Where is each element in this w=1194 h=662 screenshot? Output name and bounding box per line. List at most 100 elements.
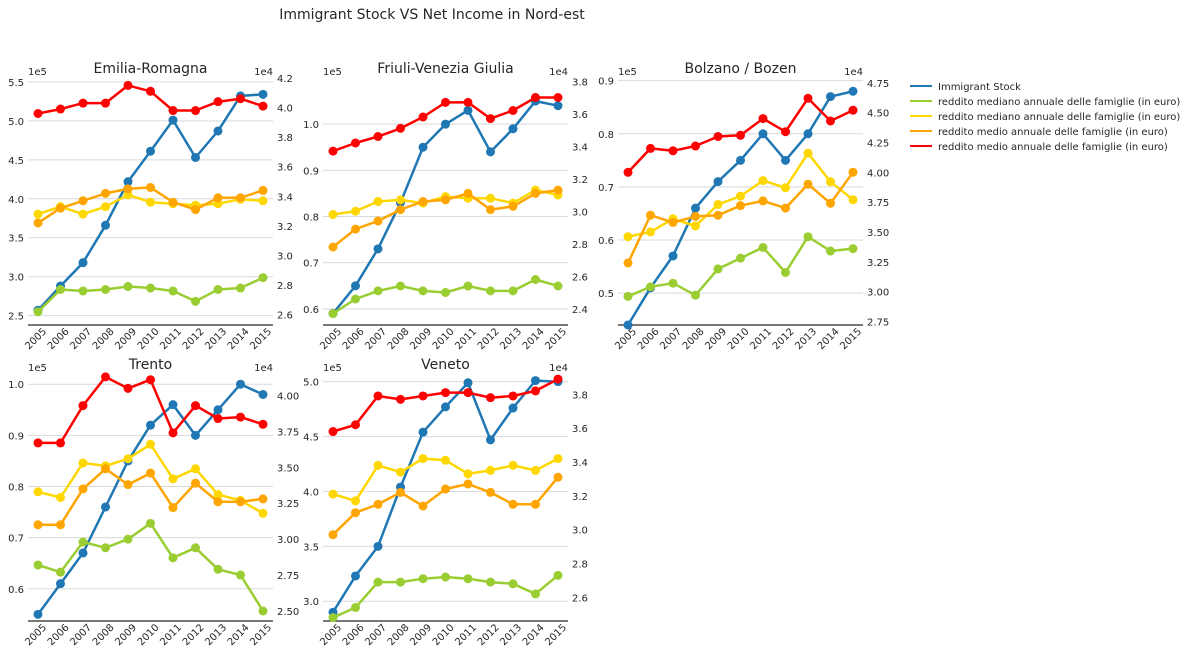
series-point-1	[101, 285, 110, 295]
x-tick-label: 2010	[431, 622, 457, 648]
left-tick-label: 3.5	[303, 542, 319, 553]
x-tick-label: 2005	[318, 622, 344, 648]
left-tick-label: 0.8	[8, 483, 24, 494]
x-tick-label: 2009	[113, 326, 139, 352]
series-point-0	[441, 119, 450, 129]
x-tick-label: 2008	[386, 622, 412, 648]
series-point-2	[736, 191, 745, 201]
left-tick-label: 0.7	[303, 259, 319, 270]
series-point-2	[33, 209, 43, 219]
series-point-0	[758, 129, 768, 139]
series-point-0	[508, 403, 518, 413]
series-point-0	[168, 115, 178, 125]
series-point-0	[441, 402, 450, 412]
right-axis-multiplier: 1e4	[549, 67, 568, 78]
x-tick-label: 2013	[498, 326, 524, 352]
series-point-1	[78, 286, 88, 296]
series-point-1	[328, 613, 338, 623]
series-point-3	[191, 478, 200, 488]
series-point-2	[168, 474, 178, 484]
series-point-4	[33, 108, 43, 118]
x-tick-label: 2007	[68, 622, 94, 648]
series-point-0	[236, 379, 245, 389]
series-point-0	[33, 609, 43, 619]
left-tick-label: 0.6	[303, 305, 319, 316]
series-point-0	[826, 92, 835, 102]
x-tick-label: 2006	[636, 326, 662, 352]
series-point-4	[668, 146, 678, 156]
series-point-4	[826, 116, 835, 126]
legend-label: reddito mediano annuale delle famiglie (…	[938, 97, 1180, 108]
series-point-1	[33, 307, 43, 317]
x-tick-label: 2015	[543, 326, 569, 352]
series-point-4	[758, 114, 768, 124]
series-point-2	[758, 176, 768, 186]
right-tick-label: 3.2	[572, 175, 588, 186]
series-point-2	[463, 469, 473, 479]
series-point-0	[508, 124, 518, 134]
x-tick-label: 2005	[318, 326, 344, 352]
x-tick-label: 2015	[543, 622, 569, 648]
series-point-3	[351, 224, 360, 234]
x-tick-label: 2012	[181, 622, 207, 648]
left-tick-label: 4.5	[303, 433, 319, 444]
series-line-2	[332, 457, 559, 503]
subplot-title: Friuli-Venezia Giulia	[377, 61, 513, 77]
series-point-3	[508, 499, 518, 509]
x-tick-label: 2012	[476, 326, 502, 352]
series-point-3	[328, 530, 338, 540]
series-point-4	[236, 412, 245, 422]
x-tick-label: 2005	[23, 326, 49, 352]
subplot-4: 3.0 3.5 4.0 4.5 5.0 2.6 2.8 3.0 3.2 3.4 3.6 3.8 1e5 1…	[303, 357, 588, 648]
series-point-3	[351, 508, 360, 518]
series-point-1	[191, 543, 200, 553]
series-point-1	[168, 286, 178, 296]
series-point-1	[486, 577, 495, 587]
series-point-1	[803, 232, 813, 242]
x-tick-label: 2013	[498, 622, 524, 648]
series-line-1	[37, 276, 264, 313]
right-tick-label: 3.8	[277, 133, 293, 144]
series-point-3	[396, 205, 405, 215]
series-point-0	[101, 502, 110, 512]
right-tick-label: 3.00	[277, 535, 299, 546]
series-point-1	[553, 570, 563, 580]
x-tick-label: 2008	[91, 622, 117, 648]
left-axis-multiplier: 1e5	[618, 67, 637, 78]
subplot-1: 0.6 0.7 0.8 0.9 1.0 2.4 2.6 2.8 3.0 3.2 3.4 3.6 3.8 1…	[303, 61, 588, 352]
series-point-1	[373, 577, 383, 587]
left-tick-label: 4.5	[8, 156, 24, 167]
right-tick-label: 4.50	[867, 109, 889, 120]
left-tick-label: 0.7	[598, 183, 614, 194]
subplots: 2.53.03.54.04.55.05.52.62.83.03.23.43.63…	[8, 61, 889, 648]
right-axis-multiplier: 1e4	[254, 67, 273, 78]
series-point-4	[713, 131, 723, 141]
series-point-0	[418, 427, 428, 437]
series-point-1	[236, 283, 245, 293]
series-point-3	[418, 501, 428, 511]
series-point-3	[646, 210, 655, 220]
right-tick-label: 3.50	[277, 463, 299, 474]
series-point-1	[553, 281, 563, 291]
legend-entry: reddito mediano annuale delle famiglie (…	[910, 112, 1180, 123]
series-point-1	[508, 579, 518, 589]
series-point-0	[146, 420, 155, 430]
series-line-1	[627, 235, 854, 298]
series-point-3	[486, 487, 495, 497]
right-tick-label: 2.6	[572, 272, 588, 283]
series-point-4	[191, 106, 200, 116]
series-point-2	[486, 465, 495, 475]
series-point-3	[736, 201, 745, 211]
series-point-3	[78, 484, 88, 494]
series-point-4	[258, 101, 268, 111]
series-point-1	[826, 246, 835, 256]
series-point-4	[463, 97, 473, 107]
right-tick-label: 2.6	[277, 311, 293, 322]
right-axis-multiplier: 1e4	[844, 67, 863, 78]
right-tick-label: 2.4	[572, 305, 588, 316]
series-point-4	[101, 98, 110, 108]
x-tick-label: 2014	[521, 326, 547, 352]
series-point-2	[123, 454, 133, 464]
